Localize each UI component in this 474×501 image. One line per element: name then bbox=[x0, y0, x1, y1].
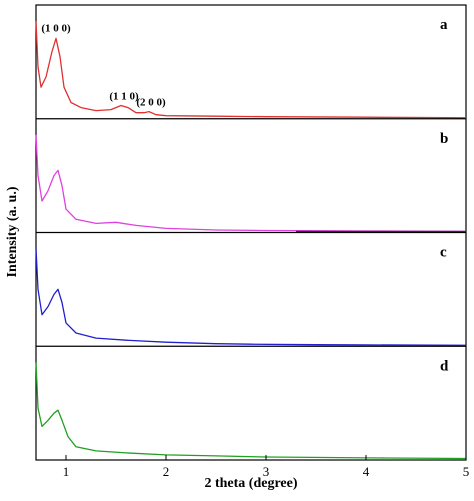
panel-d: d bbox=[35, 345, 467, 460]
series-line-a bbox=[35, 21, 467, 119]
x-tick-label: 4 bbox=[363, 464, 370, 479]
panel-label-b: b bbox=[440, 131, 448, 147]
peak-annotation: (1 0 0) bbox=[41, 22, 71, 34]
x-axis-title: 2 theta (degree) bbox=[204, 476, 297, 491]
peak-annotation: (1 1 0) bbox=[109, 90, 139, 102]
panels-layer: a (1 0 0) (1 1 0)(2 0 0) b c d bbox=[35, 17, 467, 460]
peak-annotation: (2 0 0) bbox=[136, 97, 166, 109]
y-axis-title: Intensity (a. u.) bbox=[5, 186, 20, 277]
x-axis: 1 2 3 4 5 bbox=[63, 455, 470, 479]
series-line-b bbox=[35, 134, 467, 233]
panel-a: a (1 0 0) (1 1 0)(2 0 0) bbox=[35, 17, 467, 119]
x-tick-label: 5 bbox=[463, 464, 470, 479]
panel-b: b bbox=[35, 118, 467, 233]
panel-label-c: c bbox=[440, 245, 447, 261]
series-line-c bbox=[35, 248, 467, 346]
panel-label-a: a bbox=[440, 17, 448, 33]
x-tick-label: 3 bbox=[263, 464, 270, 479]
panel-label-d: d bbox=[440, 358, 449, 374]
x-tick-label: 2 bbox=[163, 464, 170, 479]
series-line-d bbox=[35, 362, 467, 460]
x-tick-label: 1 bbox=[63, 464, 70, 479]
panel-c: c bbox=[35, 231, 467, 346]
